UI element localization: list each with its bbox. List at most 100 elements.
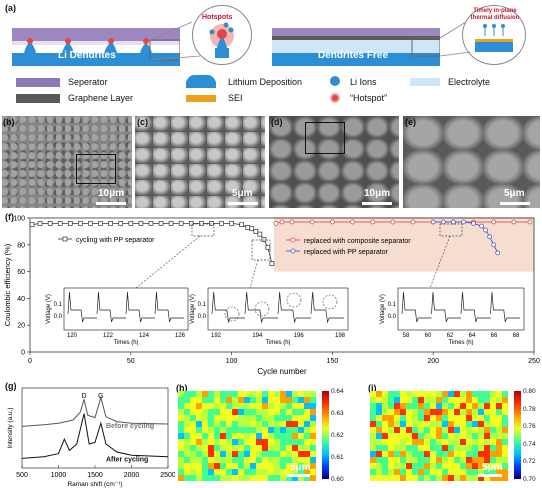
heatmap-cell	[256, 415, 263, 422]
heatmap-cell	[448, 439, 455, 446]
data-point	[37, 221, 43, 226]
heatmap-cell	[454, 433, 461, 440]
heatmap-cell	[262, 445, 269, 452]
heatmap-cell	[298, 439, 305, 446]
heatmap-cell	[460, 397, 467, 404]
heatmap-cell	[280, 409, 287, 416]
heatmap-cell	[472, 469, 479, 476]
heatmap-cell	[430, 403, 437, 410]
heatmap-cell	[178, 403, 185, 410]
heatmap-cell	[310, 445, 316, 452]
heatmap-cell	[292, 463, 299, 470]
inset-x-tick: 198	[335, 333, 346, 339]
heatmap-cell	[478, 463, 485, 470]
heatmap-cell	[430, 439, 437, 446]
heatmap-cell	[232, 391, 239, 398]
colorbar-tick-label: 0.62	[331, 432, 344, 439]
dashed-circle	[286, 292, 302, 308]
heatmap-cell	[274, 433, 281, 440]
heatmap-cell	[226, 463, 233, 470]
y-tick-label: 40	[17, 296, 25, 303]
heatmap-cell	[400, 433, 407, 440]
heatmap-cell	[418, 391, 425, 398]
heatmap-cell	[292, 403, 299, 410]
heatmap-cell	[430, 421, 437, 428]
heatmap-cell	[244, 415, 251, 422]
callout-arrow-2	[249, 259, 259, 289]
heatmap-cell	[436, 469, 443, 476]
heatmap-cell	[196, 451, 203, 458]
voltage-trace-1	[211, 291, 344, 324]
heatmap-cell	[304, 427, 311, 434]
heatmap-cell	[256, 463, 263, 470]
heatmap-cell	[382, 397, 389, 404]
timely-label: Timely in-plane thermal diffusion	[470, 8, 520, 21]
heatmap-cell	[382, 475, 389, 481]
heatmap-cell	[454, 415, 461, 422]
heatmap-cell	[496, 403, 503, 410]
heatmap-cell	[292, 391, 299, 398]
heatmap-cell	[484, 463, 491, 470]
heatmap-cell	[220, 433, 227, 440]
data-point	[148, 221, 154, 226]
data-point	[430, 219, 436, 225]
heatmap-cell	[454, 403, 461, 410]
heatmap-cell	[478, 451, 485, 458]
heatmap-cell	[370, 415, 377, 422]
colorbar-tick-label: 0.64	[331, 388, 344, 395]
callout-arrow-3	[429, 235, 451, 289]
heatmap-cell	[184, 451, 191, 458]
heatmap-cell	[370, 397, 377, 404]
data-point	[289, 219, 295, 225]
heatmap-cell	[442, 403, 449, 410]
heatmap-cell	[214, 469, 221, 476]
data-point	[108, 221, 113, 226]
heatmap-cell	[370, 469, 377, 476]
heatmap-cell	[250, 475, 257, 481]
heatmap-cell	[418, 421, 425, 428]
heatmap-cell	[196, 469, 203, 476]
colorbar-tick-label: 0.70	[523, 476, 536, 483]
heatmap-cell	[460, 445, 467, 452]
data-point	[249, 226, 255, 232]
inset-y-tick: 0.0	[388, 314, 397, 320]
heatmap-cell	[412, 445, 419, 452]
series-line-2	[433, 221, 499, 254]
heatmap-cell	[196, 421, 203, 428]
heatmap-cell	[208, 451, 215, 458]
heatmap-cell	[280, 391, 287, 398]
heatmap-cell	[502, 403, 508, 410]
data-point	[257, 231, 263, 237]
heatmap-cell	[472, 475, 479, 481]
heatmap-cell	[268, 475, 275, 481]
heatmap-cell	[394, 439, 401, 446]
heatmap-cell	[244, 457, 251, 464]
legend-graphene-label: Graphene Layer	[68, 93, 134, 103]
heatmap-cell	[454, 427, 461, 434]
heatmap-cell	[256, 451, 263, 458]
y-tick-label: 80	[17, 242, 25, 249]
shaded-region	[273, 217, 534, 272]
heatmap-cell	[190, 421, 197, 428]
heatmap-cell	[406, 469, 413, 476]
heatmap-cell	[412, 475, 419, 481]
panel-label-f: (f)	[5, 212, 14, 222]
heatmap-cell	[196, 445, 203, 452]
heatmap-cell	[244, 391, 251, 398]
legend-li-ion-icon	[330, 76, 340, 86]
heatmap-cell	[412, 463, 419, 470]
heatmap-cell	[220, 463, 227, 470]
heatmap-cell	[280, 439, 287, 446]
heatmap-cell	[448, 427, 455, 434]
heatmap-cell	[220, 403, 227, 410]
heatmap-cell	[202, 391, 209, 398]
heatmap-cell	[460, 421, 467, 428]
heatmap-cell	[280, 475, 287, 481]
heatmap-cell	[400, 421, 407, 428]
heatmap-cell	[250, 463, 257, 470]
inset-x-tick: 66	[491, 333, 498, 339]
heatmap-cell	[256, 475, 263, 481]
heatmap-cell	[220, 415, 227, 422]
heatmap-cell	[478, 433, 485, 440]
heatmap-cell	[394, 415, 401, 422]
